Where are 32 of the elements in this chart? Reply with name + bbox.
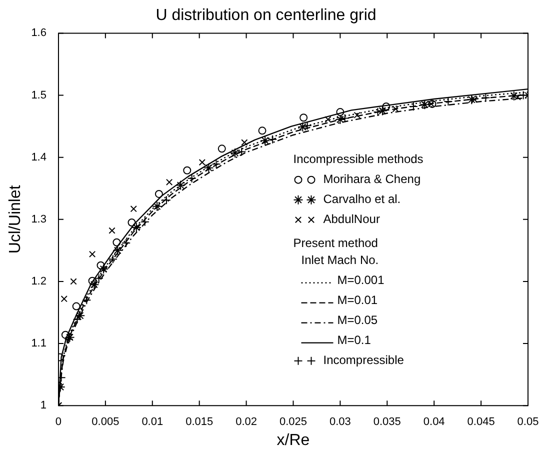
annotation: Inlet Mach No. [301, 253, 379, 268]
x-axis-title: x/Re [276, 432, 310, 449]
x-tick-label: 0.01 [142, 416, 164, 428]
x-tick-label: 0.015 [186, 416, 214, 428]
x-tick-label: 0 [55, 416, 62, 428]
y-tick-label: 1.6 [31, 27, 46, 40]
x-tick-label: 0.045 [467, 416, 495, 428]
legend-label: AbdulNour [323, 212, 380, 226]
legend-label: M=0.001 [337, 273, 385, 288]
x-tick-label: 0.025 [279, 416, 308, 428]
x-tick-label: 0.04 [423, 416, 445, 428]
y-tick-label: 1.1 [31, 338, 46, 350]
legend-label: Incompressible [323, 353, 404, 368]
annotation: Present method [293, 236, 378, 250]
legend-label: M=0.01 [337, 293, 378, 308]
x-tick-label: 0.03 [329, 416, 351, 428]
x-tick-label: 0.05 [517, 416, 539, 428]
x-tick-label: 0.02 [236, 416, 258, 428]
legend-label: M=0.1 [337, 333, 372, 348]
legend-label: Morihara & Cheng [323, 172, 421, 186]
y-tick-label: 1.4 [31, 151, 46, 164]
y-tick-label: 1.3 [31, 213, 46, 226]
legend-label: Carvalho et al. [323, 192, 401, 206]
x-tick-label: 0.005 [92, 416, 120, 428]
y-tick-label: 1.2 [31, 276, 46, 288]
legend-label: M=0.05 [337, 313, 378, 328]
y-tick-label: 1 [40, 400, 46, 412]
y-axis-title: Ucl/Uinlet [7, 184, 24, 254]
y-tick-label: 1.5 [31, 89, 46, 102]
x-tick-label: 0.035 [373, 416, 401, 428]
legend-title: Incompressible methods [293, 152, 424, 166]
chart-title: U distribution on centerline grid [156, 7, 376, 24]
